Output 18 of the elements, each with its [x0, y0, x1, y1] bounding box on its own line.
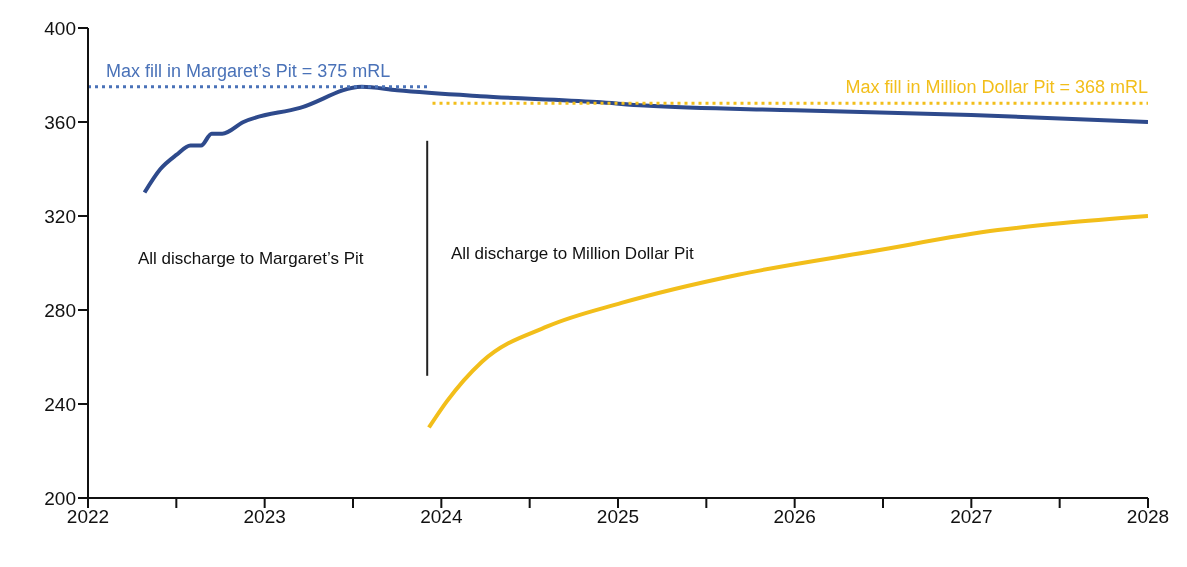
x-tick-label: 2024: [420, 506, 463, 528]
x-tick-label: 2023: [243, 506, 286, 528]
line-series: [426, 214, 1148, 430]
y-tick-label: 320: [44, 205, 76, 227]
y-tick-label: 240: [44, 393, 76, 415]
y-tick-label: 280: [44, 299, 76, 321]
x-tick-label: 2022: [66, 506, 110, 528]
ref-line-label: Max fill in Million Dollar Pit = 368 mRL: [845, 77, 1148, 98]
y-tick-label: 360: [44, 111, 76, 133]
x-tick-label: 2028: [1126, 506, 1170, 528]
annotation: All discharge to Million Dollar Pit: [451, 244, 694, 264]
x-tick-label: 2027: [950, 506, 993, 528]
ref-line-label: Max fill in Margaret’s Pit = 375 mRL: [106, 60, 391, 81]
x-tick-label: 2026: [773, 506, 816, 528]
y-tick-label: 400: [44, 17, 76, 39]
x-tick-label: 2025: [596, 506, 640, 528]
y-tick-label: 200: [44, 487, 76, 509]
annotation: All discharge to Margaret’s Pit: [138, 249, 364, 269]
